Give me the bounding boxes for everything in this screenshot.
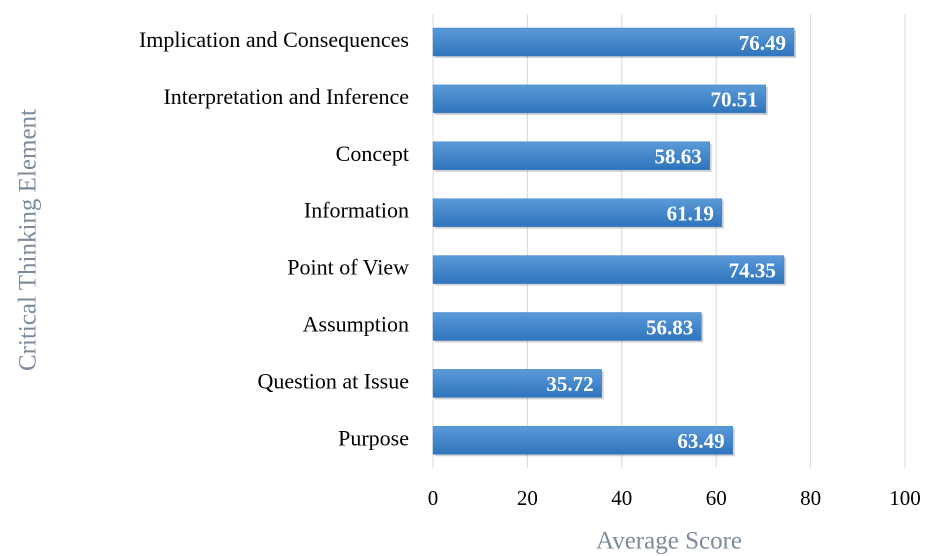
value-label: 76.49: [739, 31, 786, 55]
y-tick-label: Concept: [336, 141, 409, 166]
bar: [432, 84, 767, 114]
value-label: 74.35: [729, 258, 776, 282]
y-tick-label: Information: [304, 198, 409, 223]
value-label: 61.19: [667, 202, 714, 226]
value-label: 63.49: [677, 429, 724, 453]
y-tick-label: Implication and Consequences: [139, 27, 409, 52]
value-label: 58.63: [654, 145, 701, 169]
bar: [432, 426, 733, 455]
x-tick-label: 100: [889, 486, 921, 510]
x-tick-label: 0: [428, 486, 439, 510]
bar: [432, 198, 723, 227]
bar: [432, 27, 795, 57]
y-tick-label: Point of View: [287, 255, 409, 280]
bar: [432, 312, 702, 341]
y-axis-label: Critical Thinking Element: [15, 109, 42, 371]
value-label: 56.83: [646, 315, 693, 339]
value-label: 35.72: [546, 372, 593, 396]
y-tick-label: Question at Issue: [257, 368, 409, 393]
bar: [432, 369, 602, 398]
value-label: 70.51: [711, 88, 758, 112]
y-tick-label: Interpretation and Inference: [163, 84, 409, 109]
x-tick-label: 60: [706, 486, 727, 510]
x-tick-label: 80: [800, 486, 821, 510]
x-axis-label: Average Score: [596, 528, 742, 555]
bar: [432, 255, 785, 284]
x-tick-label: 40: [611, 486, 632, 510]
y-tick-label: Purpose: [338, 425, 409, 450]
bar: [432, 141, 710, 171]
x-tick-label: 20: [517, 486, 538, 510]
y-tick-label: Assumption: [303, 312, 409, 337]
